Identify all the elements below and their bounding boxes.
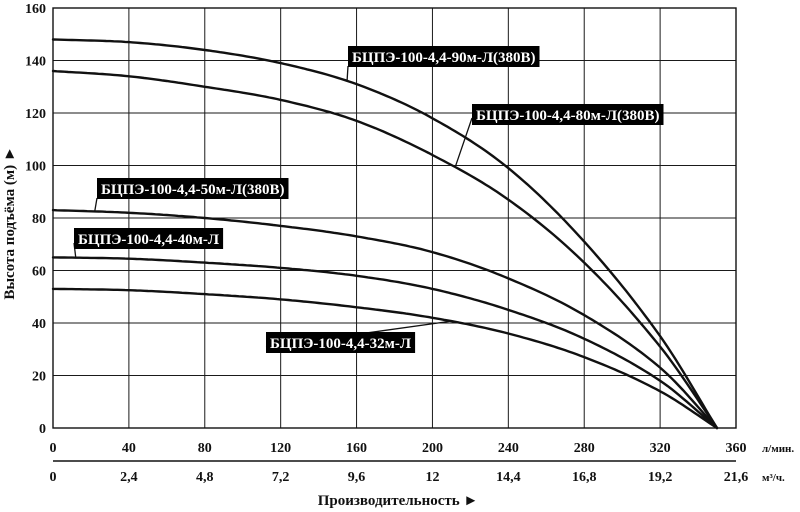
label-leader-line [346, 65, 349, 81]
y-tick-label: 20 [32, 370, 46, 385]
curve-labels: БЦПЭ-100-4,4-90м-Л(380В) БЦПЭ-100-4,4-80м… [73, 46, 664, 353]
x2-tick-label: 12 [425, 470, 439, 485]
x-tick-label: 200 [422, 441, 443, 456]
series-curve [51, 287, 719, 430]
series-label-box [472, 104, 664, 125]
x-tick-label: 320 [650, 441, 671, 456]
axes: 02040608010012014016000402,4804,81207,21… [25, 2, 794, 485]
series-label: БЦПЭ-100-4,4-40м-Л [74, 228, 224, 249]
x2-tick-label: 4,8 [196, 470, 214, 485]
label-leader-line [454, 117, 473, 168]
series-label: БЦПЭ-100-4,4-90м-Л(380В) [348, 46, 540, 67]
x2-tick-label: 16,8 [572, 470, 597, 485]
y-tick-label: 100 [25, 160, 46, 175]
x-tick-label: 160 [346, 441, 367, 456]
series-label: БЦПЭ-100-4,4-80м-Л(380В) [472, 104, 664, 125]
series-curve [51, 69, 719, 430]
x-tick-label: 120 [270, 441, 291, 456]
x-tick-label: 360 [726, 441, 747, 456]
series-curve [51, 208, 719, 430]
x2-unit-label: м³/ч. [762, 472, 785, 484]
label-leader-line [94, 197, 98, 212]
x-tick-label: 280 [574, 441, 595, 456]
y-axis-title: Высота подъёма (м) ► [2, 146, 18, 299]
y-tick-label: 120 [25, 107, 46, 122]
series-label-text: БЦПЭ-100-4,4-40м-Л [78, 232, 219, 248]
x-unit-label: л/мин. [762, 443, 794, 455]
x-tick-label: 240 [498, 441, 519, 456]
y-tick-label: 80 [32, 212, 46, 227]
y-tick-label: 0 [39, 422, 46, 437]
series-curve [51, 38, 719, 430]
x2-tick-label: 19,2 [648, 470, 673, 485]
x2-tick-label: 7,2 [272, 470, 290, 485]
series-label-text: БЦПЭ-100-4,4-90м-Л(380В) [352, 50, 536, 66]
y-tick-label: 40 [32, 317, 46, 332]
x2-tick-label: 9,6 [348, 470, 366, 485]
x2-tick-label: 14,4 [496, 470, 521, 485]
series-label: БЦПЭ-100-4,4-50м-Л(380В) [97, 178, 289, 199]
y-tick-label: 160 [25, 2, 46, 17]
series-label-box [348, 46, 540, 67]
x-tick-label: 80 [198, 441, 212, 456]
x-axis-title: Производительность ► [318, 493, 479, 509]
series-label-box [97, 178, 289, 199]
curves [51, 38, 719, 430]
series-label-text: БЦПЭ-100-4,4-50м-Л(380В) [101, 182, 285, 198]
series-label-box [266, 332, 416, 353]
series-label-box [74, 228, 224, 249]
series-curve [51, 256, 719, 430]
series-label-text: БЦПЭ-100-4,4-80м-Л(380В) [476, 108, 660, 124]
y-tick-label: 60 [32, 265, 46, 280]
x2-tick-label: 0 [50, 470, 57, 485]
plot-frame [52, 7, 737, 429]
x2-tick-label: 21,6 [724, 470, 749, 485]
x2-tick-label: 2,4 [120, 470, 138, 485]
series-label: БЦПЭ-100-4,4-32м-Л [266, 332, 416, 353]
grid [52, 7, 737, 429]
x-tick-label: 0 [50, 441, 57, 456]
series-label-text: БЦПЭ-100-4,4-32м-Л [270, 336, 411, 352]
x-tick-label: 40 [122, 441, 136, 456]
y-tick-label: 140 [25, 55, 46, 70]
